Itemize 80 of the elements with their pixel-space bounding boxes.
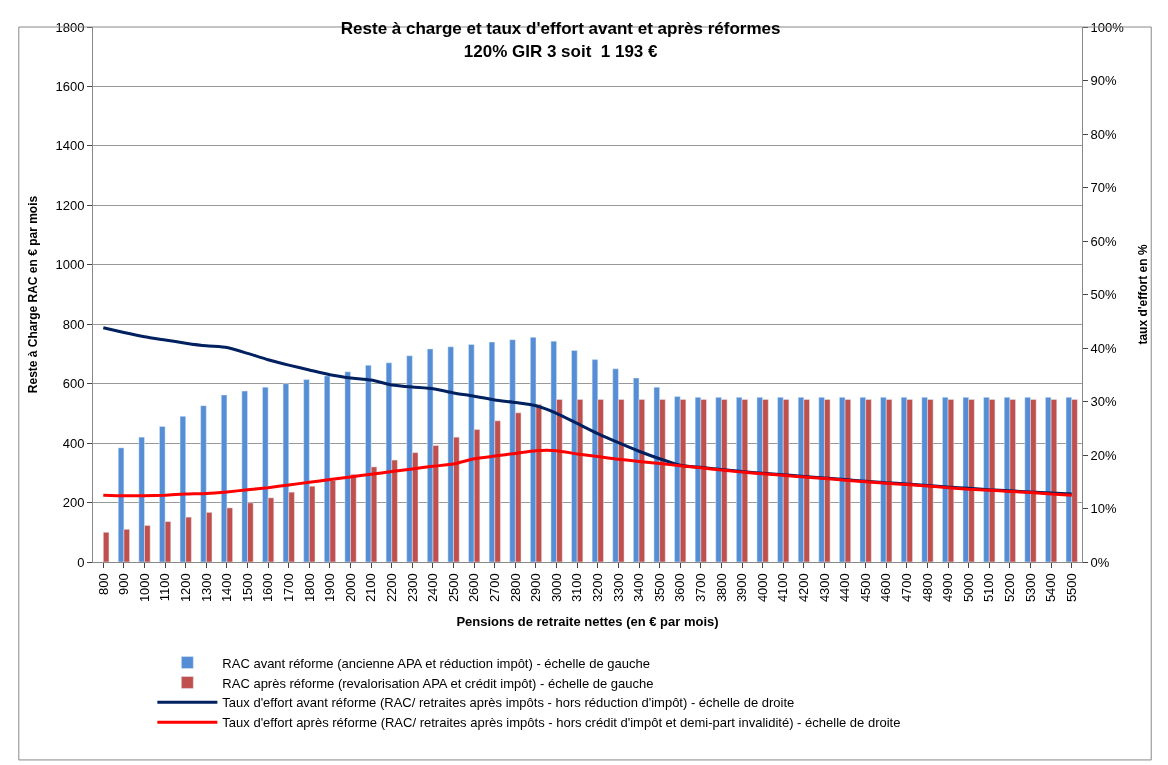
- x-tick-label: 5100: [981, 573, 997, 603]
- x-tick-label: 2200: [383, 573, 399, 603]
- x-tick-label: 4000: [754, 573, 770, 603]
- y2-tick-label: 80%: [1090, 126, 1118, 142]
- x-tick-label: 2500: [445, 573, 461, 603]
- x-tick-label: 2000: [342, 573, 358, 603]
- y-tick-label: 1800: [55, 19, 85, 35]
- y2-tick-label: 70%: [1090, 180, 1118, 196]
- x-tick-label: 1400: [219, 573, 235, 603]
- legend-label: Taux d'effort avant réforme (RAC/ retraites après impôts - hors réduction d'impôt) - échelle de droite: [222, 695, 795, 711]
- x-tick-label: 1700: [280, 573, 296, 603]
- line-series: [101, 449, 1074, 498]
- y2-tick-label: 40%: [1090, 340, 1118, 356]
- x-tick-label: 5500: [1063, 573, 1079, 603]
- x-tick-label: 4900: [940, 573, 956, 603]
- y2-tick-label: 100%: [1090, 19, 1125, 35]
- chart-title: Reste à charge et taux d'effort avant et après réformes: [340, 19, 781, 39]
- x-tick-label: 2900: [528, 573, 544, 603]
- legend-label: Taux d'effort après réforme (RAC/ retraites après impôts - hors crédit d'impôt et demi-part invalidité) - échelle de droite: [222, 715, 901, 731]
- x-axis-title: Pensions de retraite nettes (en € par mois): [456, 613, 719, 629]
- y2-tick-label: 30%: [1090, 394, 1118, 410]
- text: 120% GIR 3 soit 1 193 €: [463, 41, 659, 61]
- y2-tick-label: 0%: [1090, 554, 1110, 570]
- x-tick-label: 4300: [816, 573, 832, 603]
- x-tick-label: 2100: [363, 573, 379, 603]
- x-tick-label: 5400: [1043, 573, 1059, 603]
- y-tick-label: 1200: [55, 197, 85, 213]
- y-tick-label: 1000: [55, 257, 85, 273]
- x-tick-label: 900: [116, 573, 132, 595]
- x-tick-label: 5000: [960, 573, 976, 603]
- x-tick-label: 4700: [899, 573, 915, 603]
- x-tick-label: 3700: [693, 573, 709, 603]
- y-tick-label: 1600: [55, 78, 85, 94]
- x-tick-label: 3100: [569, 573, 585, 603]
- y2-tick-label: 90%: [1090, 73, 1118, 89]
- y2-tick-label: 20%: [1090, 447, 1118, 463]
- bar: [103, 532, 110, 562]
- x-tick-label: 2300: [404, 573, 420, 603]
- x-tick-label: 3900: [734, 573, 750, 603]
- y2-tick-label: 10%: [1090, 501, 1118, 517]
- y2-tick-label: 60%: [1090, 233, 1118, 249]
- x-tick-label: 1800: [301, 573, 317, 603]
- x-tick-label: 1500: [239, 573, 255, 603]
- y2-tick-label: 50%: [1090, 287, 1118, 303]
- x-tick-label: 5200: [1002, 573, 1018, 603]
- y-tick-label: 1400: [55, 138, 85, 154]
- x-tick-label: 3400: [631, 573, 647, 603]
- x-tick-label: 3200: [590, 573, 606, 603]
- x-tick-label: 4800: [919, 573, 935, 603]
- x-tick-label: 1300: [198, 573, 214, 603]
- y-tick-label: 600: [62, 376, 85, 392]
- legend-label: RAC avant réforme (ancienne APA et réduction impôt) - échelle de gauche: [222, 655, 650, 671]
- x-tick-label: 1000: [136, 573, 152, 603]
- x-tick-label: 3500: [651, 573, 667, 603]
- legend-label: RAC après réforme (revalorisation APA et crédit impôt) - échelle de gauche: [222, 675, 654, 691]
- x-tick-label: 1200: [177, 573, 193, 603]
- x-tick-label: 3000: [548, 573, 564, 603]
- x-tick-label: 2700: [487, 573, 503, 603]
- x-tick-label: 1100: [157, 573, 173, 602]
- y-tick-label: 800: [62, 316, 85, 332]
- y2-axis-title: taux d'effort en %: [1136, 244, 1151, 345]
- x-tick-label: 1600: [260, 573, 276, 603]
- x-tick-label: 2800: [507, 573, 523, 603]
- y-tick-label: 400: [62, 435, 85, 451]
- x-tick-label: 4600: [878, 573, 894, 603]
- x-tick-label: 2400: [425, 573, 441, 603]
- x-tick-label: 1900: [322, 573, 338, 603]
- x-tick-label: 4100: [775, 573, 791, 603]
- y-axis-title: Reste à Charge RAC en € par mois: [25, 195, 40, 394]
- x-tick-label: 4200: [796, 573, 812, 603]
- x-tick-label: 3300: [610, 573, 626, 603]
- x-tick-label: 800: [95, 573, 111, 595]
- y-tick-label: 0: [77, 554, 85, 570]
- y-tick-label: 200: [62, 495, 85, 511]
- x-tick-label: 5300: [1022, 573, 1038, 603]
- x-tick-label: 3600: [672, 573, 688, 603]
- x-tick-label: 3800: [713, 573, 729, 603]
- x-tick-label: 4400: [837, 573, 853, 603]
- x-tick-label: 2600: [466, 573, 482, 603]
- x-tick-label: 4500: [857, 573, 873, 603]
